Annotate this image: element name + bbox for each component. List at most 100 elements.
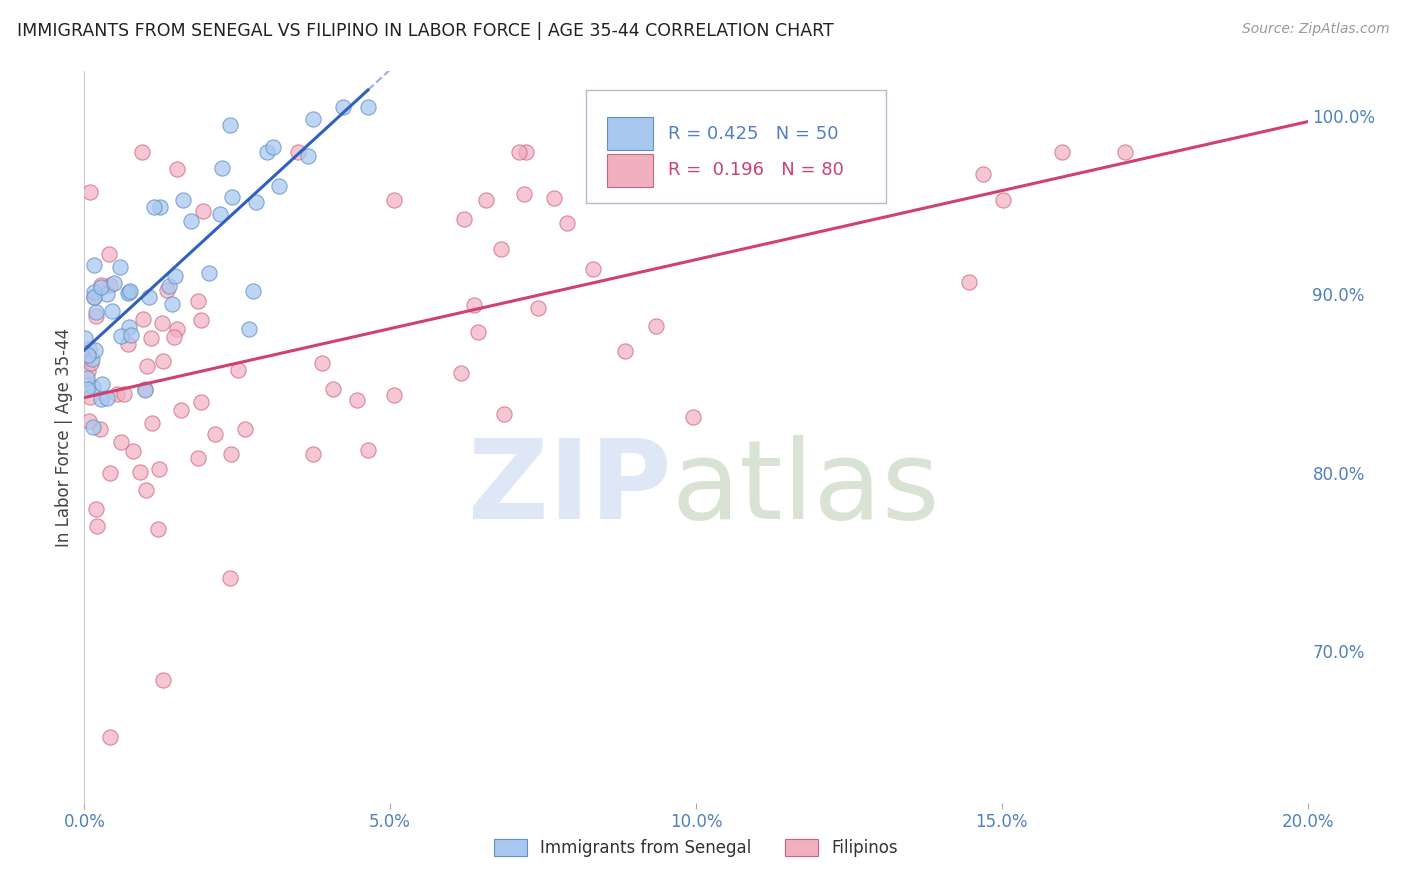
Immigrants from Senegal (134, 383, 156, 397)
Filipinos (131, 145, 153, 159)
Filipinos (141, 417, 163, 431)
Immigrants from Senegal (75, 331, 97, 345)
Y-axis label: In Labor Force | Age 35-44: In Labor Force | Age 35-44 (55, 327, 73, 547)
Filipinos (204, 426, 226, 441)
Filipinos (190, 313, 212, 327)
Immigrants from Senegal (76, 348, 98, 362)
Text: atlas: atlas (672, 434, 941, 541)
Filipinos (98, 731, 121, 745)
Immigrants from Senegal (157, 279, 180, 293)
Filipinos (79, 356, 101, 370)
Immigrants from Senegal (90, 392, 112, 406)
Filipinos (219, 447, 242, 461)
Immigrants from Senegal (238, 321, 260, 335)
Filipinos (117, 337, 139, 351)
Filipinos (148, 462, 170, 476)
Filipinos (494, 407, 516, 421)
Filipinos (170, 403, 193, 417)
Filipinos (90, 278, 112, 293)
Immigrants from Senegal (83, 285, 105, 299)
Filipinos (228, 363, 250, 377)
Filipinos (645, 319, 668, 334)
Filipinos (382, 388, 405, 402)
Immigrants from Senegal (160, 297, 183, 311)
Filipinos (515, 145, 537, 159)
Filipinos (972, 167, 994, 181)
Filipinos (191, 203, 214, 218)
Immigrants from Senegal (357, 100, 380, 114)
Immigrants from Senegal (165, 268, 187, 283)
Filipinos (513, 187, 536, 202)
Filipinos (311, 356, 333, 370)
Immigrants from Senegal (211, 161, 233, 175)
Filipinos (132, 311, 155, 326)
Immigrants from Senegal (256, 145, 278, 159)
Immigrants from Senegal (297, 149, 319, 163)
Filipinos (152, 354, 174, 368)
Text: Source: ZipAtlas.com: Source: ZipAtlas.com (1241, 22, 1389, 37)
Immigrants from Senegal (90, 280, 112, 294)
Immigrants from Senegal (118, 285, 141, 300)
Immigrants from Senegal (262, 140, 284, 154)
Filipinos (346, 392, 368, 407)
Filipinos (508, 145, 530, 159)
Legend: Immigrants from Senegal, Filipinos: Immigrants from Senegal, Filipinos (486, 832, 905, 864)
Filipinos (957, 275, 980, 289)
Filipinos (463, 298, 485, 312)
Immigrants from Senegal (117, 285, 139, 300)
Immigrants from Senegal (91, 376, 114, 391)
Filipinos (77, 414, 100, 428)
Immigrants from Senegal (180, 213, 202, 227)
Immigrants from Senegal (84, 305, 107, 319)
Bar (606, 153, 654, 186)
Filipinos (97, 247, 120, 261)
Immigrants from Senegal (96, 391, 118, 405)
Immigrants from Senegal (120, 328, 142, 343)
Immigrants from Senegal (245, 195, 267, 210)
Filipinos (682, 410, 704, 425)
Filipinos (136, 359, 159, 373)
Filipinos (233, 422, 256, 436)
Filipinos (555, 216, 578, 230)
Filipinos (526, 301, 548, 316)
Filipinos (219, 571, 242, 585)
Filipinos (86, 518, 108, 533)
Filipinos (613, 344, 636, 359)
Filipinos (76, 351, 98, 366)
Immigrants from Senegal (118, 320, 141, 334)
Immigrants from Senegal (302, 112, 325, 126)
Immigrants from Senegal (269, 179, 291, 194)
Filipinos (112, 387, 135, 401)
Immigrants from Senegal (172, 193, 194, 207)
Filipinos (84, 502, 107, 516)
Immigrants from Senegal (83, 258, 105, 272)
Filipinos (287, 145, 309, 159)
Immigrants from Senegal (218, 118, 240, 132)
Filipinos (991, 194, 1014, 208)
Filipinos (86, 309, 108, 323)
Filipinos (128, 466, 150, 480)
Filipinos (357, 442, 380, 457)
Immigrants from Senegal (198, 266, 221, 280)
FancyBboxPatch shape (586, 90, 886, 203)
Immigrants from Senegal (83, 290, 105, 304)
Filipinos (146, 522, 169, 536)
Filipinos (450, 366, 472, 380)
Filipinos (98, 467, 121, 481)
Filipinos (77, 342, 100, 356)
Filipinos (134, 383, 156, 397)
Filipinos (467, 325, 489, 339)
Filipinos (453, 212, 475, 227)
Immigrants from Senegal (76, 382, 98, 396)
Filipinos (301, 447, 323, 461)
Filipinos (79, 185, 101, 199)
Text: IMMIGRANTS FROM SENEGAL VS FILIPINO IN LABOR FORCE | AGE 35-44 CORRELATION CHART: IMMIGRANTS FROM SENEGAL VS FILIPINO IN L… (17, 22, 834, 40)
Filipinos (1114, 145, 1136, 159)
Filipinos (105, 386, 128, 401)
Immigrants from Senegal (96, 286, 118, 301)
Filipinos (77, 364, 100, 378)
Immigrants from Senegal (120, 284, 142, 298)
Immigrants from Senegal (84, 343, 107, 357)
Text: ZIP: ZIP (468, 434, 672, 541)
Immigrants from Senegal (76, 371, 98, 385)
